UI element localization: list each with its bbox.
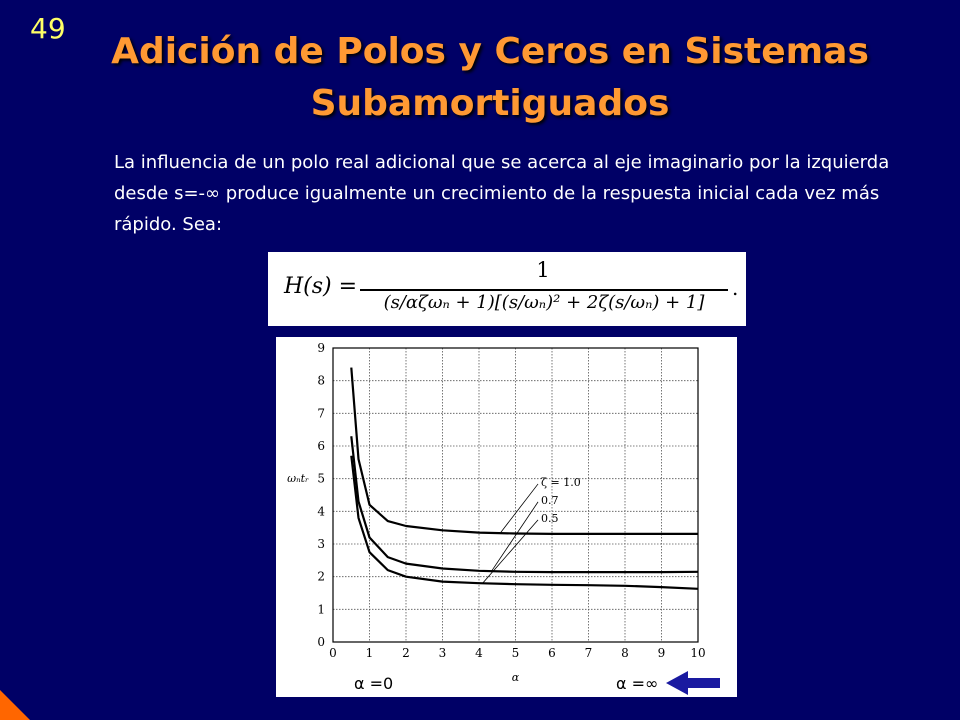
series-leader-line bbox=[491, 501, 539, 572]
arrow-left-icon bbox=[666, 671, 720, 695]
y-tick-label: 8 bbox=[317, 374, 325, 388]
x-tick-label: 1 bbox=[366, 646, 374, 660]
y-axis-label: ωₙtᵣ bbox=[287, 472, 309, 485]
x-tick-label: 9 bbox=[658, 646, 666, 660]
x-tick-label: 7 bbox=[585, 646, 593, 660]
y-tick-label: 4 bbox=[317, 504, 325, 518]
series-leader-line bbox=[482, 519, 539, 584]
formula-period: . bbox=[732, 276, 739, 300]
series-line bbox=[350, 436, 699, 574]
x-tick-label: 5 bbox=[512, 646, 520, 660]
annotation-alpha-zero: α =0 bbox=[354, 674, 393, 693]
x-tick-label: 4 bbox=[475, 646, 483, 660]
formula-lhs: H(s) = bbox=[284, 274, 358, 299]
annotation-alpha-infinity: α =∞ bbox=[616, 674, 658, 693]
slide-title: Adición de Polos y Ceros en Sistemas Sub… bbox=[111, 31, 869, 124]
y-tick-label: 2 bbox=[317, 570, 325, 584]
y-tick-label: 9 bbox=[317, 341, 325, 355]
y-tick-label: 1 bbox=[317, 602, 325, 616]
x-tick-label: 2 bbox=[402, 646, 410, 660]
corner-triangle bbox=[0, 690, 30, 720]
x-tick-label: 3 bbox=[439, 646, 447, 660]
series-label: ζ = 1.0 bbox=[541, 476, 581, 489]
series-leader-line bbox=[500, 483, 539, 533]
slide-number: 49 bbox=[30, 12, 66, 45]
formula-fraction-bar bbox=[360, 289, 728, 291]
series-line bbox=[350, 455, 699, 590]
plot-frame bbox=[332, 347, 699, 643]
y-tick-label: 3 bbox=[317, 537, 325, 551]
chart-svg: 0 1 2 3 4 5 6 7 8 9 10 0 1 2 3 4 5 6 7 8 9 α ωₙtᵣ ζ = 1.0 0.7 0.5… bbox=[287, 341, 720, 695]
formula-denominator: (s/αζωₙ + 1)[(s/ωₙ)² + 2ζ(s/ωₙ) + 1] bbox=[383, 292, 705, 313]
x-tick-label: 10 bbox=[690, 646, 705, 660]
x-tick-label: 8 bbox=[621, 646, 629, 660]
y-tick-label: 6 bbox=[317, 439, 325, 453]
rise-time-chart: 0 1 2 3 4 5 6 7 8 9 10 0 1 2 3 4 5 6 7 8 9 α ωₙtᵣ ζ = 1.0 0.7 0.5… bbox=[276, 337, 737, 697]
x-tick-label: 0 bbox=[329, 646, 337, 660]
y-tick-label: 0 bbox=[317, 635, 325, 649]
formula-numerator: 1 bbox=[536, 258, 550, 282]
series-line bbox=[350, 367, 698, 535]
y-tick-label: 7 bbox=[317, 406, 325, 420]
x-tick-label: 6 bbox=[548, 646, 556, 660]
x-axis-label: α bbox=[512, 671, 520, 684]
series-label: 0.7 bbox=[541, 494, 559, 507]
body-paragraph: La influencia de un polo real adicional … bbox=[114, 152, 890, 235]
series-label: 0.5 bbox=[541, 512, 559, 525]
transfer-function-formula: H(s) = 1 (s/αζωₙ + 1)[(s/ωₙ)² + 2ζ(s/ωₙ)… bbox=[268, 252, 746, 326]
y-tick-label: 5 bbox=[317, 472, 325, 486]
